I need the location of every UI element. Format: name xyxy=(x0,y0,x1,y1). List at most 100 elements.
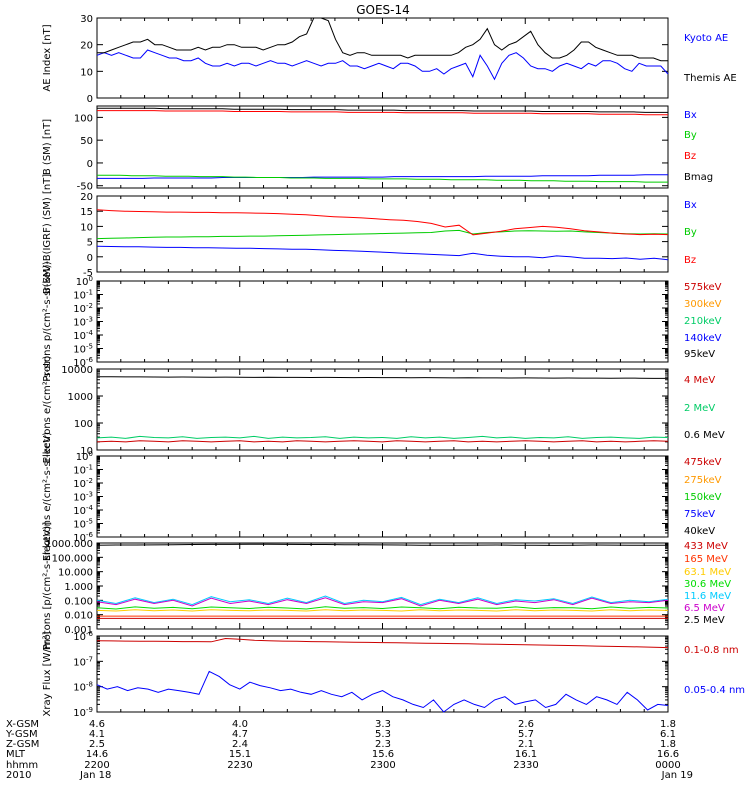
ephemeris-table: X-GSMY-GSMZ-GSMMLThhmm20104.64.12.514.62… xyxy=(5,719,693,781)
legend-label: 0.05-0.4 nm xyxy=(684,685,745,696)
series-line-7 xyxy=(96,543,669,546)
y-tick-label: 10-5 xyxy=(73,518,93,531)
legend-label: 150keV xyxy=(684,492,722,503)
y-tick-label: 100 xyxy=(74,113,93,124)
legend-label: 95keV xyxy=(684,349,715,360)
y-axis-label: Protons [p/(cm²-s-sr-keV)] xyxy=(42,522,53,650)
series-line-2 xyxy=(97,174,668,183)
ephemeris-value: 2330 xyxy=(513,760,538,771)
legend-label: Bx xyxy=(684,110,697,121)
series-line-5 xyxy=(96,595,669,606)
y-tick-label: 10-6 xyxy=(73,630,93,643)
y-tick-label: 10 xyxy=(80,222,93,233)
ephemeris-value: 0000 xyxy=(655,760,680,771)
panel-frame xyxy=(96,17,669,99)
ephemeris-value: 1.8 xyxy=(660,719,676,730)
legend-label: 210keV xyxy=(684,316,722,327)
y-tick-label: 10-3 xyxy=(73,316,93,329)
series-line-6 xyxy=(96,597,669,607)
y-tick-label: -50 xyxy=(77,182,93,193)
legend-label: 2 MeV xyxy=(684,403,715,414)
legend-label: By xyxy=(684,130,697,141)
ephemeris-value: 6.1 xyxy=(660,729,676,740)
y-tick-label: 10-1 xyxy=(73,464,93,477)
legend-label: Bx xyxy=(684,200,697,211)
series-line-3 xyxy=(96,376,668,379)
panel-frame xyxy=(96,455,669,538)
legend-label: 63.1 MeV xyxy=(684,567,731,578)
y-tick-label: 30 xyxy=(80,14,93,25)
ephemeris-value: 2.4 xyxy=(232,739,248,750)
ephemeris-row-label: X-GSM xyxy=(6,719,39,730)
y-tick-label: 0.010 xyxy=(64,611,93,622)
ephemeris-value: 2.6 xyxy=(518,719,534,730)
series-line-1 xyxy=(97,174,668,179)
series-line-3 xyxy=(97,110,668,116)
series-line-4 xyxy=(96,606,669,610)
panel-frame xyxy=(96,280,669,363)
y-tick-label: 100.000 xyxy=(52,553,93,564)
y-tick-label: 20 xyxy=(80,41,93,52)
ephemeris-value: 1.8 xyxy=(660,739,676,750)
legend-label: 30.6 MeV xyxy=(684,579,731,590)
ephemeris-value: 5.7 xyxy=(518,729,534,740)
y-axis-label: Electrons e/(cm²-s-sr-keV) xyxy=(42,432,53,561)
legend-label: Bz xyxy=(684,255,696,266)
y-tick-label: 10-1 xyxy=(73,289,93,302)
series-line-2 xyxy=(97,17,668,62)
panel-2: -50 0 50 100 B (SM) [nT] Bx By Bz Bmag xyxy=(42,105,713,193)
ephemeris-row-label: MLT xyxy=(6,749,26,760)
series-line-4 xyxy=(97,107,668,113)
ephemeris-row-label: Y-GSM xyxy=(5,729,38,740)
legend-label: 165 MeV xyxy=(684,554,728,565)
series-line-1 xyxy=(96,49,669,81)
panel-frame xyxy=(96,635,669,713)
y-axis-label: B (SM) [nT] xyxy=(42,119,53,175)
y-tick-label: 50 xyxy=(80,136,93,147)
legend-label: 433 MeV xyxy=(684,541,728,552)
panel-7: 0.001 0.010 0.100 1.000 10.000 100.000 1000.00… xyxy=(42,522,731,650)
y-tick-label: 10-8 xyxy=(73,681,93,694)
legend-label: Themis AE xyxy=(683,73,737,84)
ephemeris-value: 2200 xyxy=(84,760,109,771)
y-axis-label: B(SM)-B(IGRF) (SM) [nT] xyxy=(42,174,53,294)
y-tick-label: -5 xyxy=(83,268,93,279)
legend-label: 475keV xyxy=(684,457,722,468)
y-tick-label: 0.001 xyxy=(64,625,93,636)
legend-label: 75keV xyxy=(684,509,715,520)
y-tick-label: 5 xyxy=(87,238,93,249)
legend-label: 4 MeV xyxy=(684,375,715,386)
y-axis-label: Xray Flux [W/m²] xyxy=(42,631,53,716)
y-tick-label: 0.100 xyxy=(64,596,93,607)
y-tick-label: 10-4 xyxy=(73,504,93,517)
ephemeris-value: 14.6 xyxy=(86,749,108,760)
series-line-1 xyxy=(96,637,669,649)
ephemeris-value: 5.3 xyxy=(375,729,391,740)
ephemeris-value: 2300 xyxy=(370,760,395,771)
ephemeris-value: 2230 xyxy=(227,760,252,771)
y-tick-label: 10 xyxy=(80,446,93,457)
legend-label: 40keV xyxy=(684,526,715,537)
series-line-2 xyxy=(96,229,669,240)
y-tick-label: 10-2 xyxy=(73,302,93,315)
y-tick-label: 10-2 xyxy=(73,477,93,490)
y-tick-label: 10-7 xyxy=(73,655,93,668)
y-tick-label: 0 xyxy=(87,253,93,264)
ephemeris-value: 15.6 xyxy=(372,749,394,760)
ephemeris-value: 2.3 xyxy=(375,739,391,750)
ephemeris-value: 3.3 xyxy=(375,719,391,730)
y-tick-label: 0 xyxy=(87,159,93,170)
y-tick-label: 10-9 xyxy=(73,706,93,719)
y-tick-label: 10-6 xyxy=(73,531,93,544)
y-tick-label: 100 xyxy=(76,275,93,288)
ephemeris-row-label: 2010 xyxy=(6,770,31,781)
legend-label: By xyxy=(684,227,697,238)
ephemeris-value: 4.7 xyxy=(232,729,248,740)
y-tick-label: 1000.000 xyxy=(45,539,93,550)
legend-label: 275keV xyxy=(684,475,722,486)
series-line-3 xyxy=(96,209,669,236)
legend-label: 575keV xyxy=(684,282,722,293)
